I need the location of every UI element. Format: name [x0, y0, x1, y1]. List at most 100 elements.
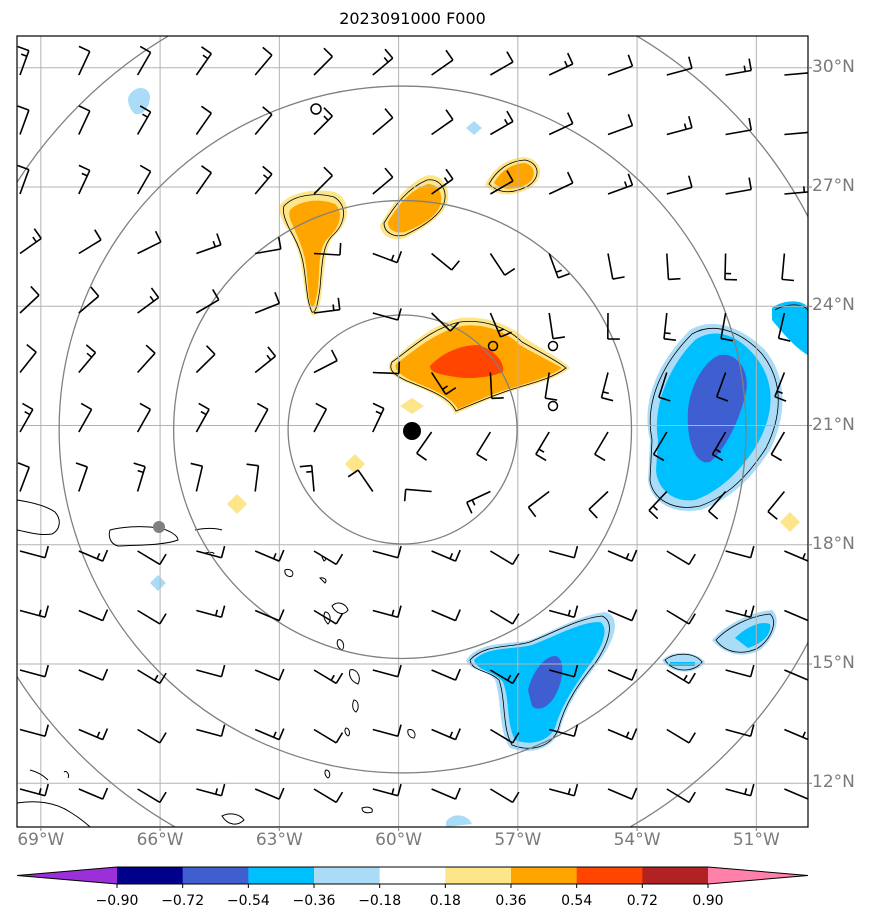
wind-barb: [196, 545, 226, 559]
wind-barb: [17, 45, 30, 76]
wind-barb: [299, 464, 315, 492]
colorbar-tick-label-4: −0.18: [358, 893, 402, 909]
wind-barb: [784, 550, 808, 562]
wind-barb: [588, 490, 609, 519]
wind-barb: [19, 228, 42, 255]
vortex-circle-4: [547, 400, 559, 412]
wind-barb: [652, 431, 668, 462]
wind-barb: [403, 488, 432, 502]
wind-barb: [489, 728, 520, 744]
coastlines: [17, 499, 416, 827]
wind-barb: [666, 115, 693, 136]
wind-barb: [431, 668, 461, 681]
wind-barb: [490, 849, 518, 862]
plot-frame: [16, 35, 809, 828]
coast-barbados: [407, 729, 416, 739]
lat-label-6: 12°N: [812, 772, 855, 793]
wind-barb: [548, 664, 579, 678]
anomaly-negative-ne: [772, 301, 808, 355]
map-title: 2023091000 F000: [339, 9, 486, 28]
lat-label-1: 27°N: [812, 176, 855, 197]
wind-barb: [431, 312, 460, 332]
wind-barb: [784, 72, 808, 76]
coast-st-lucia: [352, 699, 359, 713]
wind-barb: [19, 545, 49, 559]
wind-barb: [78, 229, 102, 255]
wind-barb: [347, 469, 374, 492]
wind-barb: [78, 105, 91, 135]
wind-barb: [313, 609, 344, 625]
wind-barb: [254, 165, 273, 195]
wind-barb: [489, 669, 520, 685]
wind-barb: [137, 788, 167, 804]
wind-barb: [666, 175, 693, 195]
wind-barb: [254, 549, 285, 562]
coast-tobago: [361, 806, 373, 814]
colorbar-tick-label-5: 0.18: [429, 893, 461, 909]
contour-nw2: [383, 179, 446, 237]
lon-label-3: 60°W: [375, 830, 423, 850]
anomaly-negative-south-core: [528, 655, 563, 709]
colorbar-tick-label-3: −0.36: [292, 893, 336, 909]
wind-barb: [137, 230, 162, 255]
anomaly-negative-small-3: [446, 815, 472, 827]
wind-barb: [431, 549, 461, 562]
wind-barb: [535, 431, 550, 462]
contour-south: [469, 615, 610, 749]
wind-barb: [548, 545, 579, 559]
coast-small-3: [319, 577, 327, 584]
wind-barb: [600, 372, 614, 402]
colorbar-segment-7: [576, 867, 643, 884]
lat-label-3: 21°N: [812, 414, 855, 435]
vortex-circle-2: [487, 340, 499, 352]
wind-barb: [607, 253, 625, 280]
anomaly-positive-center-core: [430, 345, 504, 379]
wind-barb: [78, 45, 91, 76]
wind-barb: [79, 848, 108, 859]
colorbar-tick-label-8: 0.72: [626, 893, 658, 909]
wind-barb: [137, 609, 167, 625]
wind-barb: [19, 783, 49, 797]
coast-martinique: [349, 669, 360, 685]
coast-grenada: [324, 769, 331, 779]
wind-barbs: [17, 45, 808, 862]
wind-barb: [648, 490, 668, 520]
colorbar-tick-label-9: 0.90: [692, 893, 724, 909]
wind-barb: [78, 728, 109, 741]
wind-barb: [544, 372, 558, 401]
wind-barb: [725, 605, 755, 619]
wind-barb: [548, 605, 579, 619]
wind-barb: [666, 669, 696, 685]
wind-barb: [663, 312, 677, 341]
colorbar-tick-label-1: −0.72: [161, 893, 205, 909]
wind-barb: [548, 112, 574, 136]
coast-guadeloupe: [323, 602, 349, 625]
wind-barb: [431, 109, 454, 136]
wind-barb: [666, 609, 696, 625]
wind-barb: [431, 49, 454, 76]
wind-barb: [195, 289, 220, 314]
contour-n: [488, 159, 538, 193]
wind-barb: [78, 286, 100, 314]
wind-barb: [720, 312, 733, 342]
wind-barb: [781, 253, 795, 282]
wind-barb: [666, 56, 693, 76]
anomaly-positive-n-mid: [494, 163, 534, 189]
wind-barb: [313, 107, 333, 136]
anomaly-positive-small-1: [400, 398, 424, 414]
wind-barb: [313, 297, 341, 314]
wind-barb: [784, 131, 808, 136]
wind-barb: [137, 728, 167, 744]
wind-barb: [784, 788, 808, 800]
wind-barb: [19, 344, 37, 373]
wind-barb: [724, 253, 737, 281]
wind-barb: [254, 46, 273, 76]
wind-barb: [725, 783, 755, 797]
wind-barb: [431, 728, 461, 741]
wind-barb: [489, 312, 512, 338]
colorbar-tick-label-0: −0.90: [95, 893, 139, 909]
wind-barb: [372, 308, 402, 321]
wind-barb: [372, 783, 402, 797]
wind-barb: [489, 372, 504, 400]
